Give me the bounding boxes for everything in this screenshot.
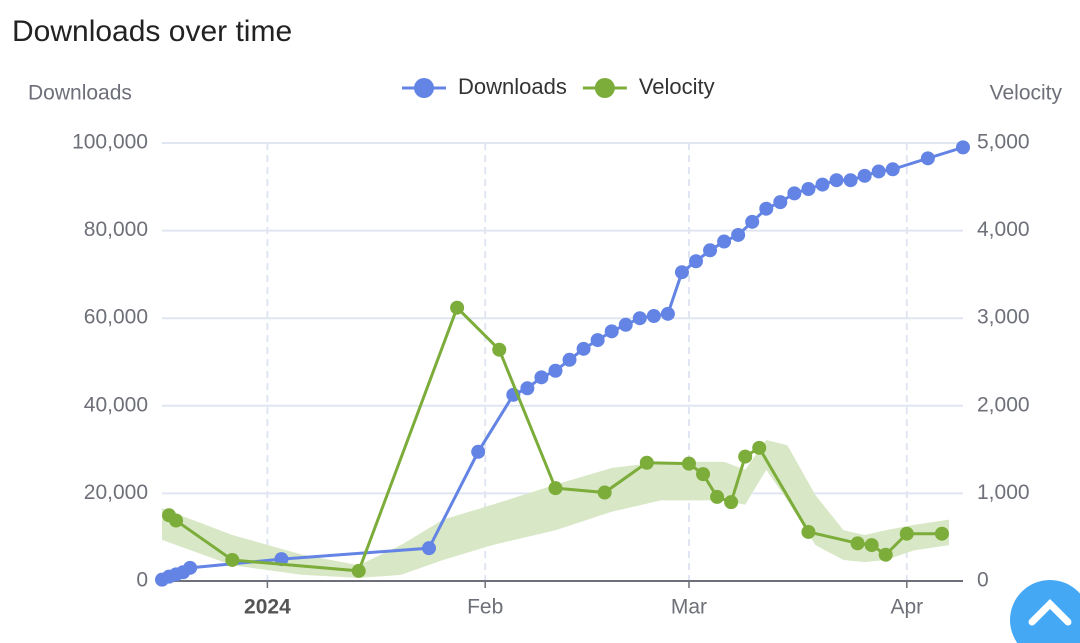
data-point xyxy=(471,444,486,459)
x-tick-label: 2024 xyxy=(244,596,291,619)
data-point xyxy=(871,164,886,179)
y2-axis-title: Velocity xyxy=(990,82,1063,105)
data-point xyxy=(646,309,661,324)
button-icon[interactable] xyxy=(1028,599,1072,626)
data-point xyxy=(520,381,535,396)
data-point xyxy=(801,181,816,196)
data-point xyxy=(864,538,879,553)
data-point xyxy=(934,526,949,541)
y2-tick-label: 0 xyxy=(977,569,989,592)
data-point xyxy=(548,481,563,496)
data-point xyxy=(604,324,619,339)
data-point xyxy=(590,333,605,348)
data-point xyxy=(450,300,465,315)
y2-tick-label: 2,000 xyxy=(977,393,1030,416)
legend-text[interactable]: Velocity xyxy=(639,74,715,99)
data-point xyxy=(225,552,240,567)
data-point xyxy=(674,265,689,280)
data-point xyxy=(632,311,647,326)
legend-marker[interactable] xyxy=(594,78,615,98)
data-point xyxy=(850,536,865,551)
data-point xyxy=(787,186,802,201)
data-point xyxy=(696,467,711,482)
data-point xyxy=(745,214,760,229)
y-tick-label: 20,000 xyxy=(84,481,148,504)
data-point xyxy=(492,342,507,357)
data-point xyxy=(899,526,914,541)
data-point xyxy=(731,227,746,242)
data-point xyxy=(773,195,788,210)
data-point xyxy=(724,495,739,510)
data-point xyxy=(920,151,935,166)
data-point xyxy=(534,370,549,385)
data-point xyxy=(183,560,198,575)
data-point xyxy=(801,524,816,539)
legend-marker[interactable] xyxy=(414,78,434,98)
data-point xyxy=(829,173,844,188)
data-point xyxy=(562,352,577,367)
data-point xyxy=(885,162,900,177)
data-point xyxy=(576,341,591,356)
data-point xyxy=(703,243,718,258)
y2-tick-label: 5,000 xyxy=(977,131,1030,154)
data-point xyxy=(857,168,872,183)
data-point xyxy=(169,513,184,528)
data-point xyxy=(597,485,612,500)
x-tick-label: Apr xyxy=(890,596,923,619)
y-tick-label: 60,000 xyxy=(84,306,148,329)
data-point xyxy=(618,317,633,332)
x-tick-label: Mar xyxy=(671,596,707,619)
data-point xyxy=(843,173,858,188)
legend-text[interactable]: Downloads xyxy=(458,74,567,99)
data-point xyxy=(710,489,725,504)
y-tick-label: 40,000 xyxy=(84,393,148,416)
data-point xyxy=(878,547,893,562)
data-point xyxy=(639,455,654,470)
data-point xyxy=(548,363,563,378)
y-tick-label: 80,000 xyxy=(84,218,148,241)
data-point xyxy=(717,234,732,249)
data-point xyxy=(759,201,774,216)
y2-tick-label: 4,000 xyxy=(977,218,1030,241)
y-tick-label: 100,000 xyxy=(72,131,148,154)
data-point xyxy=(660,306,675,321)
confidence-band xyxy=(162,439,949,578)
data-point xyxy=(422,541,436,556)
scroll-top-button[interactable] xyxy=(1010,580,1080,643)
data-point xyxy=(752,440,767,455)
data-point xyxy=(956,140,970,155)
y-tick-label: 0 xyxy=(136,569,148,592)
data-point xyxy=(815,177,830,192)
x-tick-label: Feb xyxy=(467,596,503,619)
data-point xyxy=(738,449,753,464)
y2-tick-label: 3,000 xyxy=(977,306,1030,329)
y-axis-title: Downloads xyxy=(28,82,132,105)
chart-title: Downloads over time xyxy=(12,15,292,48)
data-point xyxy=(351,563,366,578)
y2-tick-label: 1,000 xyxy=(977,481,1030,504)
data-point xyxy=(681,456,696,471)
data-point xyxy=(689,254,703,269)
